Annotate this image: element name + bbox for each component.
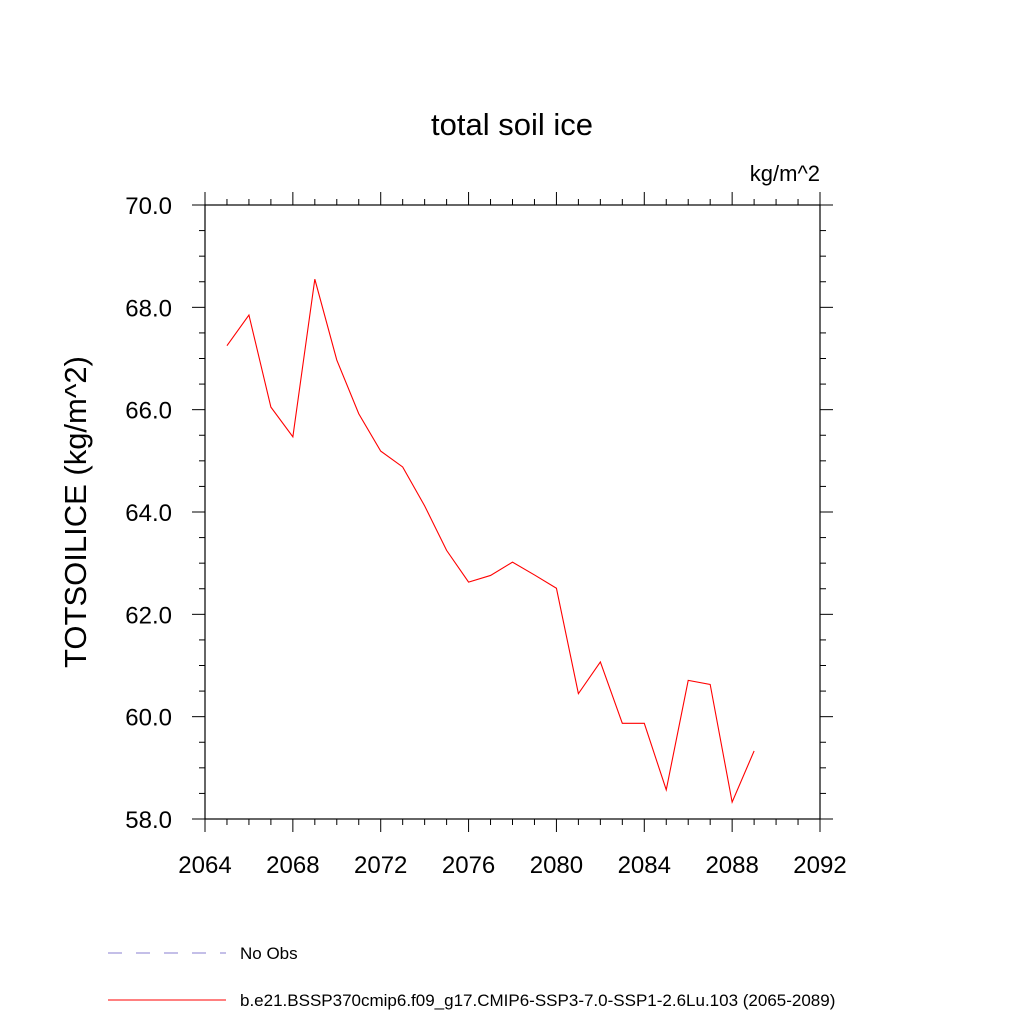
x-tick-label: 2076 <box>442 852 495 879</box>
x-tick-label: 2072 <box>354 852 407 879</box>
y-tick-label: 68.0 <box>125 295 172 322</box>
y-tick-label: 60.0 <box>125 705 172 732</box>
units-label: kg/m^2 <box>750 161 820 186</box>
y-tick-label: 64.0 <box>125 500 172 527</box>
x-tick-label: 2080 <box>530 852 583 879</box>
x-tick-label: 2088 <box>705 852 758 879</box>
axis-ticks <box>192 192 833 832</box>
x-tick-label: 2068 <box>266 852 319 879</box>
y-axis-label: TOTSOILICE (kg/m^2) <box>58 356 93 668</box>
legend: No Obs b.e21.BSSP370cmip6.f09_g17.CMIP6-… <box>108 944 835 1010</box>
legend-label-series: b.e21.BSSP370cmip6.f09_g17.CMIP6-SSP3-7.… <box>240 991 835 1010</box>
legend-label-no-obs: No Obs <box>240 944 298 963</box>
series-layer <box>226 279 755 805</box>
y-tick-label: 70.0 <box>125 193 172 220</box>
chart-title: total soil ice <box>431 107 593 142</box>
y-tick-label: 62.0 <box>125 602 172 629</box>
x-tick-label: 2064 <box>178 852 231 879</box>
y-tick-label: 66.0 <box>125 398 172 425</box>
plot-frame <box>204 204 821 820</box>
x-tick-label: 2092 <box>793 852 846 879</box>
x-tick-label: 2084 <box>618 852 671 879</box>
series-line <box>226 279 755 805</box>
y-tick-label: 58.0 <box>125 807 172 834</box>
axis-tick-labels: 2064 2068 2072 2076 2080 2084 2088 2092 58.0 60.0… <box>125 193 846 879</box>
